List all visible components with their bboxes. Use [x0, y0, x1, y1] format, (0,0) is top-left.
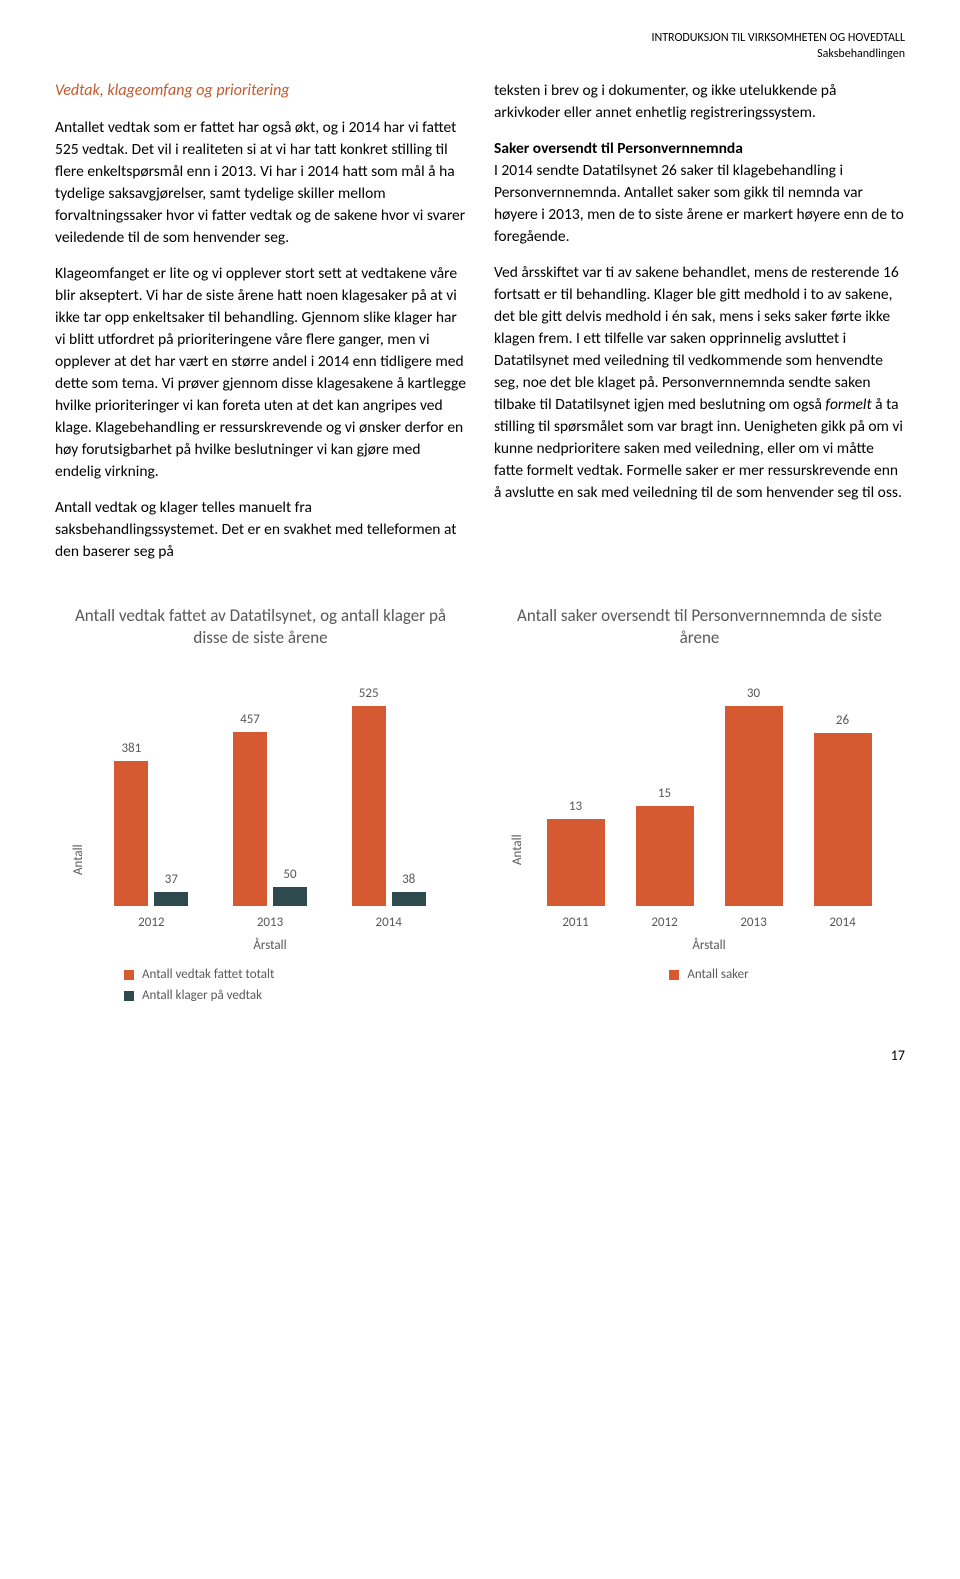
- section-subtitle: Vedtak, klageomfang og prioritering: [55, 80, 466, 103]
- chart-legend: Antall saker: [525, 967, 893, 982]
- page-header: INTRODUKSJON TIL VIRKSOMHETEN OG HOVEDTA…: [55, 30, 905, 62]
- bar: 38: [392, 892, 426, 906]
- legend-label: Antall klager på vedtak: [142, 988, 262, 1003]
- bar-group: 26: [798, 733, 887, 906]
- bar: 30: [725, 706, 783, 906]
- text-columns: Vedtak, klageomfang og prioritering Anta…: [55, 80, 905, 577]
- bar-value-label: 26: [836, 713, 849, 728]
- x-tick-label: 2012: [92, 915, 211, 930]
- left-column: Vedtak, klageomfang og prioritering Anta…: [55, 80, 466, 577]
- bar-value-label: 50: [283, 867, 296, 882]
- legend-label: Antall saker: [687, 967, 748, 982]
- bar-value-label: 381: [121, 741, 141, 756]
- bars-area: 13153026: [525, 677, 893, 907]
- chart-saker-oversendt: Antall saker oversendt til Personvernnem…: [494, 587, 905, 1023]
- bar-group: 381 37: [92, 761, 211, 906]
- chart-title: Antall vedtak fattet av Datatilsynet, og…: [67, 605, 454, 649]
- x-tick-label: 2014: [798, 915, 887, 930]
- x-tick-label: 2013: [709, 915, 798, 930]
- chart-legend: Antall vedtak fattet totalt Antall klager…: [86, 967, 454, 1003]
- bar-value-label: 13: [569, 799, 582, 814]
- charts-row: Antall vedtak fattet av Datatilsynet, og…: [55, 587, 905, 1023]
- bar: 457: [233, 732, 267, 906]
- legend-item: Antall saker: [669, 967, 748, 982]
- bar-value-label: 30: [747, 686, 760, 701]
- y-axis-label: Antall: [506, 677, 525, 982]
- bar: 15: [636, 806, 694, 906]
- bar-value-label: 15: [658, 786, 671, 801]
- paragraph: Klageomfanget er lite og vi opplever sto…: [55, 263, 466, 483]
- bar: 13: [547, 819, 605, 906]
- legend-label: Antall vedtak fattet totalt: [142, 967, 274, 982]
- bar-group: 13: [531, 819, 620, 906]
- paragraph: teksten i brev og i dokumenter, og ikke …: [494, 80, 905, 124]
- bar: 37: [154, 892, 188, 906]
- x-tick-label: 2011: [531, 915, 620, 930]
- italic-word: formelt: [825, 395, 871, 414]
- x-axis-label: Årstall: [86, 938, 454, 953]
- bar-group: 525 38: [329, 706, 448, 906]
- paragraph-body: I 2014 sendte Datatilsynet 26 saker til …: [494, 161, 904, 246]
- page-number: 17: [55, 1047, 905, 1064]
- x-axis: 2011201220132014: [525, 907, 893, 936]
- header-line2: Saksbehandlingen: [55, 46, 905, 62]
- header-line1: INTRODUKSJON TIL VIRKSOMHETEN OG HOVEDTA…: [55, 30, 905, 46]
- x-tick-label: 2014: [329, 915, 448, 930]
- bar: 50: [273, 887, 307, 906]
- bar-group: 15: [620, 806, 709, 906]
- paragraph: Antallet vedtak som er fattet har også ø…: [55, 117, 466, 249]
- bar: 26: [814, 733, 872, 906]
- legend-swatch: [669, 970, 679, 980]
- y-axis-label: Antall: [67, 677, 86, 1003]
- bar-value-label: 457: [240, 712, 260, 727]
- bar-group: 30: [709, 706, 798, 906]
- bars-area: 381 37 457 50 525 38: [86, 677, 454, 907]
- paragraph-heading: Saker oversendt til Personvernnemnda: [494, 139, 743, 158]
- bar-value-label: 37: [165, 872, 178, 887]
- x-axis: 201220132014: [86, 907, 454, 936]
- paragraph: Ved årsskiftet var ti av sakene behandle…: [494, 262, 905, 504]
- chart-vedtak-klager: Antall vedtak fattet av Datatilsynet, og…: [55, 587, 466, 1023]
- bar-value-label: 525: [359, 686, 379, 701]
- x-tick-label: 2013: [211, 915, 330, 930]
- legend-item: Antall klager på vedtak: [124, 988, 262, 1003]
- bar: 381: [114, 761, 148, 906]
- x-axis-label: Årstall: [525, 938, 893, 953]
- bar: 525: [352, 706, 386, 906]
- paragraph: Saker oversendt til Personvernnemnda I 2…: [494, 138, 905, 248]
- bar-value-label: 38: [402, 872, 415, 887]
- legend-item: Antall vedtak fattet totalt: [124, 967, 274, 982]
- x-tick-label: 2012: [620, 915, 709, 930]
- legend-swatch: [124, 991, 134, 1001]
- right-column: teksten i brev og i dokumenter, og ikke …: [494, 80, 905, 577]
- legend-swatch: [124, 970, 134, 980]
- paragraph: Antall vedtak og klager telles manuelt f…: [55, 497, 466, 563]
- bar-group: 457 50: [211, 732, 330, 906]
- chart-title: Antall saker oversendt til Personvernnem…: [506, 605, 893, 649]
